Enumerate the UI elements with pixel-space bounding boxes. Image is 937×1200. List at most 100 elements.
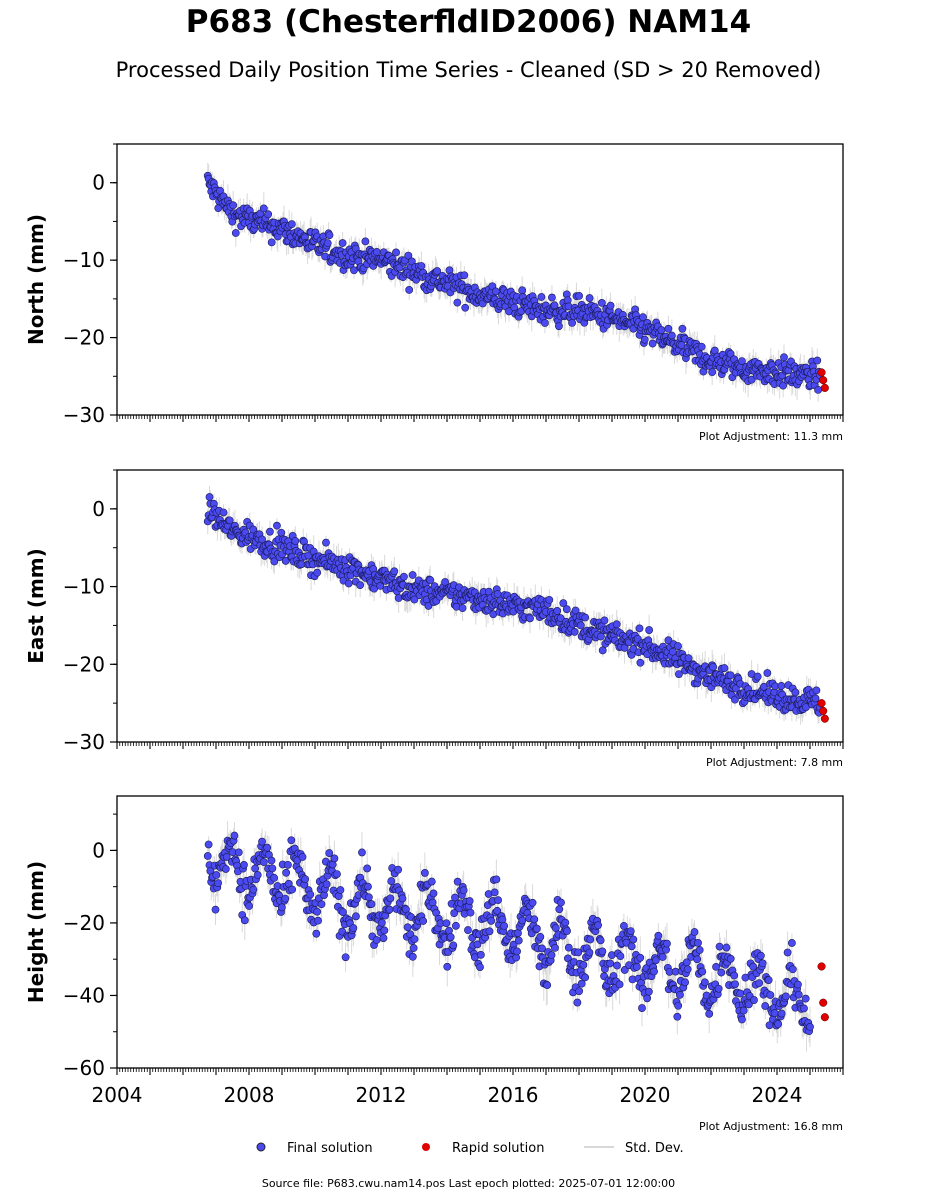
plot-area: [203, 162, 829, 402]
final-solution-point: [581, 973, 590, 982]
final-solution-point: [726, 671, 735, 680]
y-tick-label: 0: [92, 171, 105, 195]
final-solution-point: [766, 991, 775, 999]
y-tick-label: −60: [63, 1056, 105, 1080]
final-solution-point: [562, 605, 571, 614]
y-axis-label: East (mm): [24, 548, 48, 664]
final-solution-point: [338, 927, 347, 936]
final-solution-point: [330, 854, 339, 863]
final-solution-point: [598, 947, 607, 956]
final-solution-point: [372, 248, 381, 256]
final-solution-point: [744, 1000, 753, 1009]
final-solution-point: [658, 953, 667, 961]
final-solution-point: [281, 894, 290, 903]
final-solution-point: [629, 935, 638, 944]
final-solution-point: [555, 905, 564, 914]
final-solution-point: [485, 927, 494, 936]
final-solution-point: [266, 527, 274, 536]
final-solution-point: [214, 879, 222, 888]
final-solution-point: [717, 968, 726, 977]
final-solution-point: [667, 331, 676, 340]
final-solution-point: [410, 595, 419, 604]
chart-subtitle: Processed Daily Position Time Series - C…: [115, 58, 822, 82]
final-solution-point: [405, 286, 414, 294]
final-solution-point: [410, 935, 419, 944]
final-solution-point: [322, 538, 330, 547]
rapid-solution-point: [820, 1013, 829, 1022]
final-solution-point: [225, 516, 234, 525]
final-solution-point: [267, 238, 276, 247]
y-tick-label: −20: [63, 911, 105, 935]
final-solution-point: [222, 853, 231, 861]
final-solution-point: [557, 898, 565, 907]
final-solution-point: [230, 831, 239, 840]
final-solution-point: [616, 952, 625, 961]
final-solution-point: [372, 936, 381, 944]
final-solution-point: [464, 926, 472, 934]
final-solution-point: [794, 980, 802, 989]
final-solution-point: [813, 356, 822, 365]
final-solution-point: [563, 927, 571, 935]
final-solution-point: [812, 686, 821, 695]
final-solution-point: [400, 572, 408, 581]
final-solution-point: [676, 990, 684, 999]
final-solution-point: [336, 886, 345, 894]
final-solution-point: [211, 905, 220, 914]
final-solution-point: [341, 953, 350, 962]
final-solution-point: [606, 959, 615, 968]
final-solution-point: [806, 1023, 814, 1031]
final-solution-point: [426, 576, 435, 584]
final-solution-point: [594, 921, 602, 930]
final-solution-point: [386, 894, 395, 903]
final-solution-point: [291, 537, 300, 545]
final-solution-point: [491, 287, 500, 296]
final-solution-point: [791, 688, 800, 697]
final-solution-point: [708, 368, 717, 377]
rapid-solution-point: [819, 998, 828, 1007]
final-solution-point: [694, 939, 702, 947]
final-solution-point: [747, 375, 756, 384]
final-solution-point: [811, 694, 820, 703]
final-solution-point: [234, 848, 243, 857]
final-solution-point: [638, 1004, 646, 1012]
final-solution-point: [585, 294, 594, 302]
plot-area: [203, 485, 829, 725]
final-solution-point: [684, 654, 693, 663]
final-solution-point: [379, 934, 388, 942]
final-solution-point: [240, 916, 249, 925]
final-solution-point: [581, 613, 590, 622]
rapid-solution-points: [817, 368, 829, 392]
final-solution-point: [731, 684, 740, 693]
final-solution-point: [536, 932, 545, 941]
final-solution-point: [577, 979, 586, 988]
final-solution-point: [258, 837, 266, 846]
y-tick-label: 0: [92, 838, 105, 862]
final-solution-point: [498, 915, 507, 924]
final-solution-point: [409, 944, 418, 952]
final-solution-point: [779, 381, 788, 390]
final-solution-point: [231, 229, 240, 237]
final-solution-point: [726, 954, 735, 963]
y-tick-label: −10: [63, 248, 105, 272]
final-solution-point: [429, 889, 438, 898]
final-solution-point: [394, 865, 403, 874]
y-tick-label: −20: [63, 652, 105, 676]
final-solution-point: [575, 987, 583, 996]
final-solution-point: [763, 669, 772, 677]
final-solution-point: [363, 864, 372, 873]
final-solution-point: [709, 663, 717, 671]
final-solution-point: [268, 864, 277, 873]
final-solution-point: [712, 962, 720, 971]
final-solution-point: [606, 301, 615, 310]
final-solution-points: [203, 171, 824, 394]
final-solution-point: [249, 885, 258, 894]
final-solution-point: [643, 994, 652, 1003]
final-solution-point: [419, 917, 428, 925]
final-solution-point: [325, 849, 334, 857]
final-solution-point: [683, 965, 692, 974]
final-solution-point: [314, 916, 322, 925]
final-solution-point: [575, 292, 583, 300]
final-solution-point: [460, 271, 469, 280]
final-solution-point: [698, 967, 707, 976]
